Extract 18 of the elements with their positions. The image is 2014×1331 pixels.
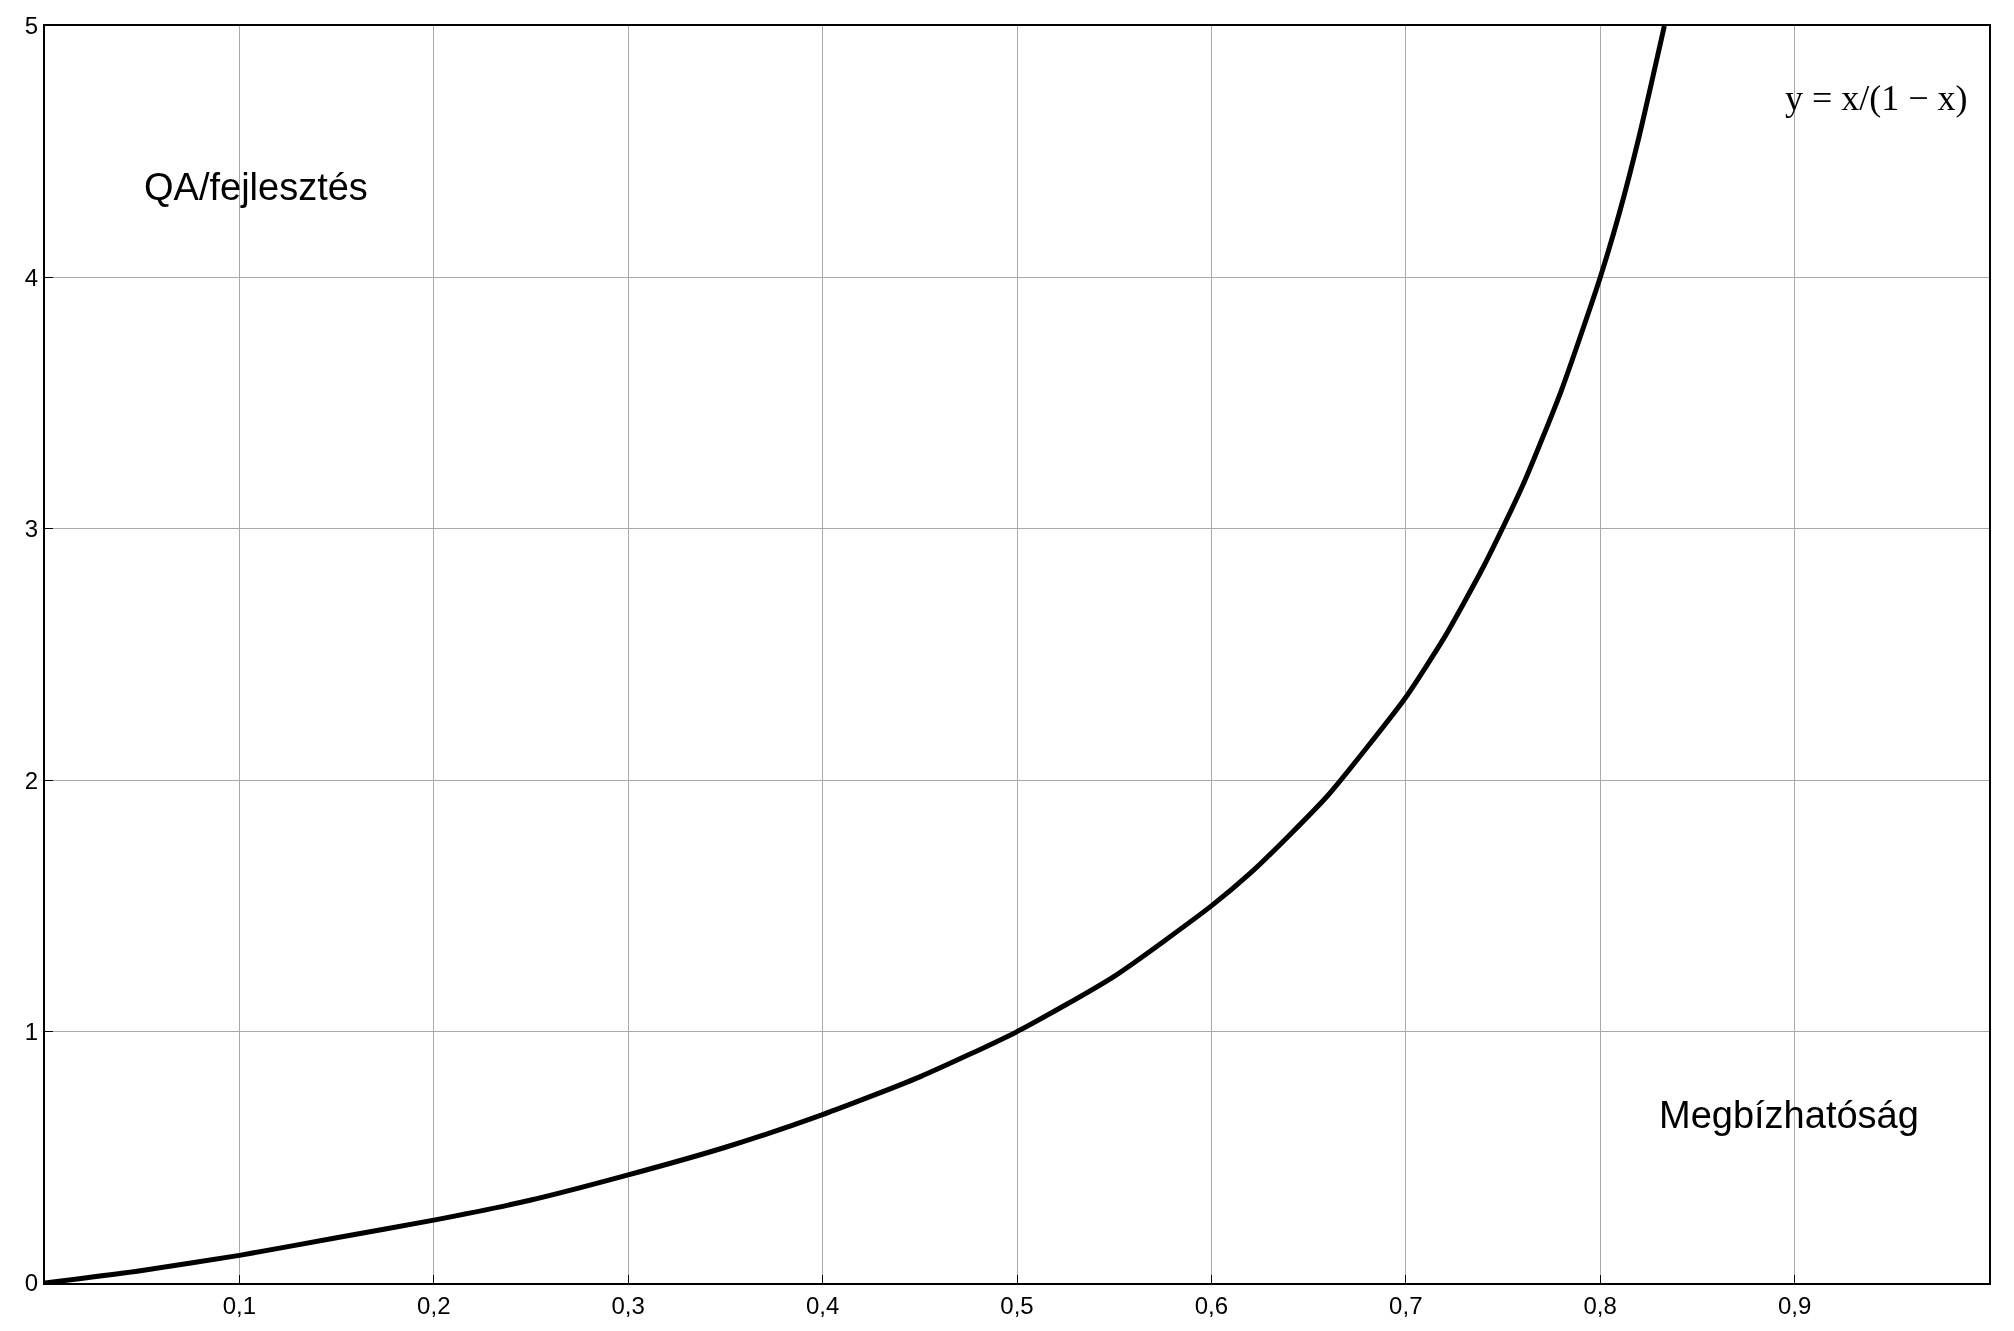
x-tick-label: 0,8 xyxy=(1583,1291,1617,1319)
y-tick-label: 5 xyxy=(24,12,39,40)
y-tick-label: 0 xyxy=(24,1269,39,1297)
x-tick-label: 0,2 xyxy=(417,1291,451,1319)
x-tick-label: 0,1 xyxy=(222,1291,257,1319)
y-tick-label: 3 xyxy=(24,515,39,543)
y-tick-label: 4 xyxy=(24,263,39,291)
y-axis-title: QA/fejlesztés xyxy=(144,166,368,208)
x-tick-label: 0,5 xyxy=(1000,1291,1034,1319)
annotation: y = x/(1 − x) xyxy=(1785,78,1968,118)
y-tick-label: 2 xyxy=(24,766,39,794)
x-tick-label: 0,6 xyxy=(1194,1291,1229,1319)
x-tick-label: 0,9 xyxy=(1777,1291,1812,1319)
y-tick-label: 1 xyxy=(24,1018,39,1045)
x-tick-label: 0,3 xyxy=(611,1291,645,1319)
x-tick-label: 0,4 xyxy=(805,1291,840,1319)
x-tick-label: 0,7 xyxy=(1389,1291,1423,1319)
x-axis-title: Megbízhatóság xyxy=(1659,1094,1919,1136)
